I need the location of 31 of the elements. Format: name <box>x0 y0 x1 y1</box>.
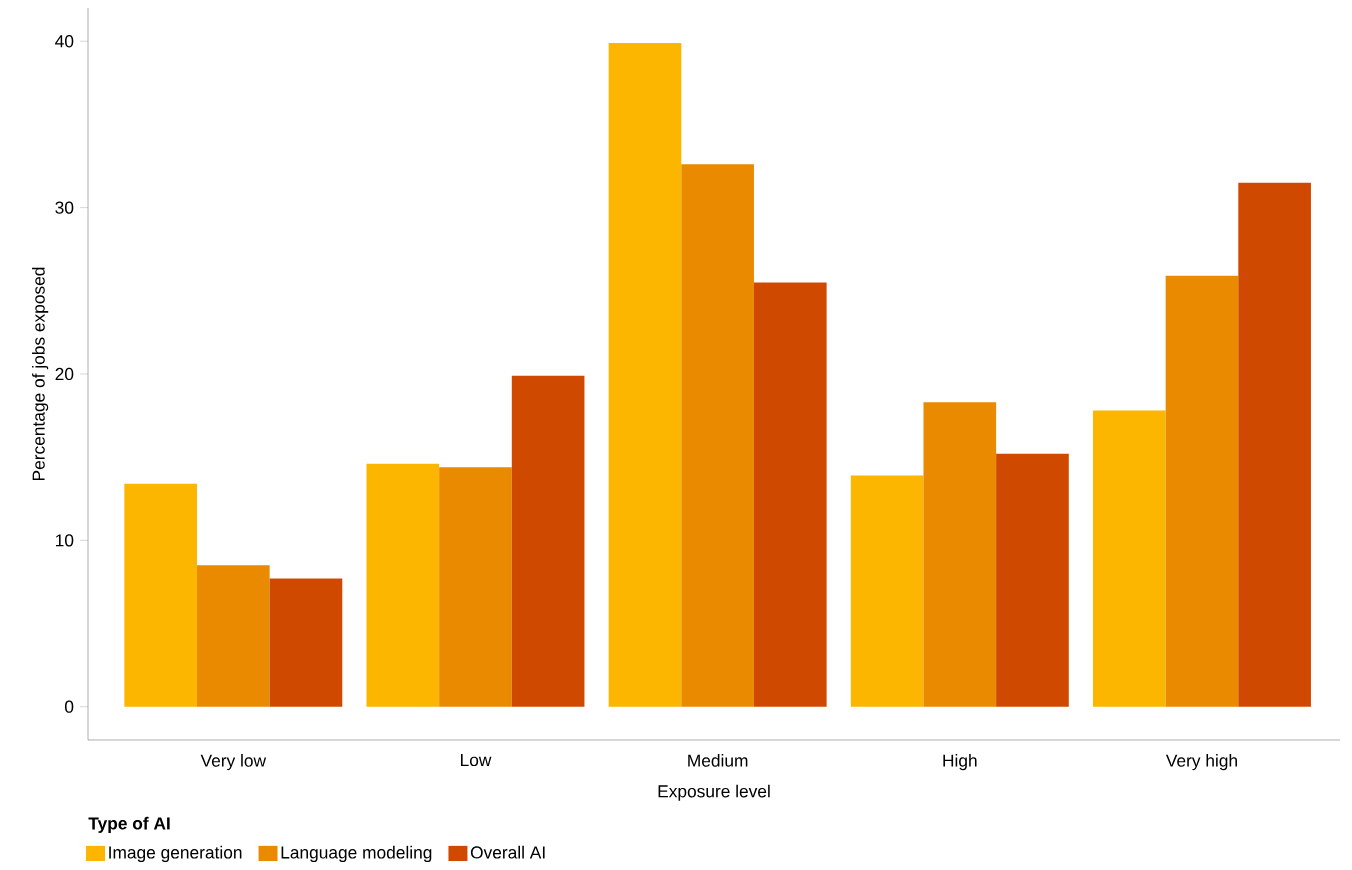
y-tick-label: 0 <box>65 700 74 713</box>
legend-label: Image generation <box>109 845 242 863</box>
bar <box>439 467 512 707</box>
legend-title: Type of AI <box>88 816 170 833</box>
bar <box>124 483 197 707</box>
x-tick-label: High <box>943 754 977 771</box>
bar <box>608 42 682 707</box>
legend-label: Overall AI <box>470 845 545 859</box>
y-tick-label: 40 <box>55 35 74 48</box>
bar <box>366 463 440 707</box>
y-tick-label: 30 <box>55 201 74 214</box>
y-tick-label: 10 <box>56 534 74 547</box>
x-tick-label: Low <box>461 754 492 767</box>
bar <box>269 578 343 707</box>
bar <box>996 453 1069 707</box>
x-tick-label: Very high <box>1165 754 1237 771</box>
legend-label: Language modeling <box>281 845 432 863</box>
bar <box>681 164 754 707</box>
bar <box>1238 182 1311 707</box>
bar <box>1093 410 1166 707</box>
x-tick-label: Very low <box>200 754 267 771</box>
y-tick-label: 20 <box>55 367 74 381</box>
bar <box>196 565 270 707</box>
bar <box>753 282 827 707</box>
bar <box>850 475 924 707</box>
bar <box>511 375 585 707</box>
bar <box>1165 275 1239 707</box>
x-axis-title: Exposure level <box>658 784 770 801</box>
y-axis-title: Percentage of jobs exposed <box>32 267 49 481</box>
bar <box>923 402 997 707</box>
x-tick-label: Medium <box>688 754 748 767</box>
